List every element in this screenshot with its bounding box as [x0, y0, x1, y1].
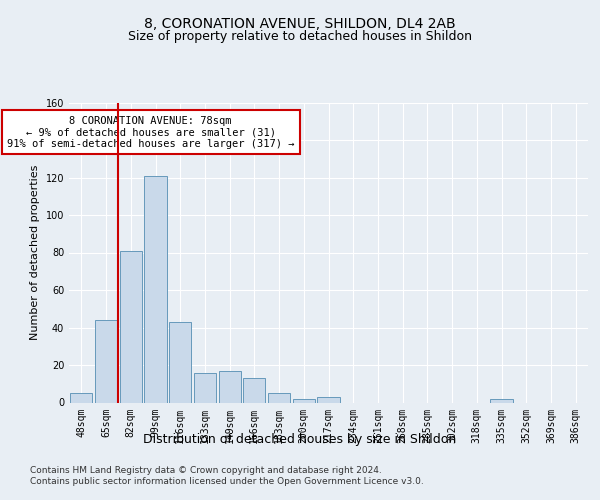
Bar [218, 370, 241, 402]
Text: 8 CORONATION AVENUE: 78sqm
← 9% of detached houses are smaller (31)
91% of semi-: 8 CORONATION AVENUE: 78sqm ← 9% of detac… [7, 116, 295, 149]
Bar [243, 378, 265, 402]
Bar [145, 176, 167, 402]
Bar [293, 399, 315, 402]
Text: Contains HM Land Registry data © Crown copyright and database right 2024.: Contains HM Land Registry data © Crown c… [30, 466, 382, 475]
Text: Size of property relative to detached houses in Shildon: Size of property relative to detached ho… [128, 30, 472, 43]
Bar [169, 322, 191, 402]
Bar [490, 399, 512, 402]
Bar [268, 393, 290, 402]
Text: Contains public sector information licensed under the Open Government Licence v3: Contains public sector information licen… [30, 477, 424, 486]
Y-axis label: Number of detached properties: Number of detached properties [30, 165, 40, 340]
Bar [70, 393, 92, 402]
Text: Distribution of detached houses by size in Shildon: Distribution of detached houses by size … [143, 432, 457, 446]
Bar [194, 372, 216, 402]
Bar [95, 320, 117, 402]
Bar [119, 250, 142, 402]
Text: 8, CORONATION AVENUE, SHILDON, DL4 2AB: 8, CORONATION AVENUE, SHILDON, DL4 2AB [144, 18, 456, 32]
Bar [317, 397, 340, 402]
